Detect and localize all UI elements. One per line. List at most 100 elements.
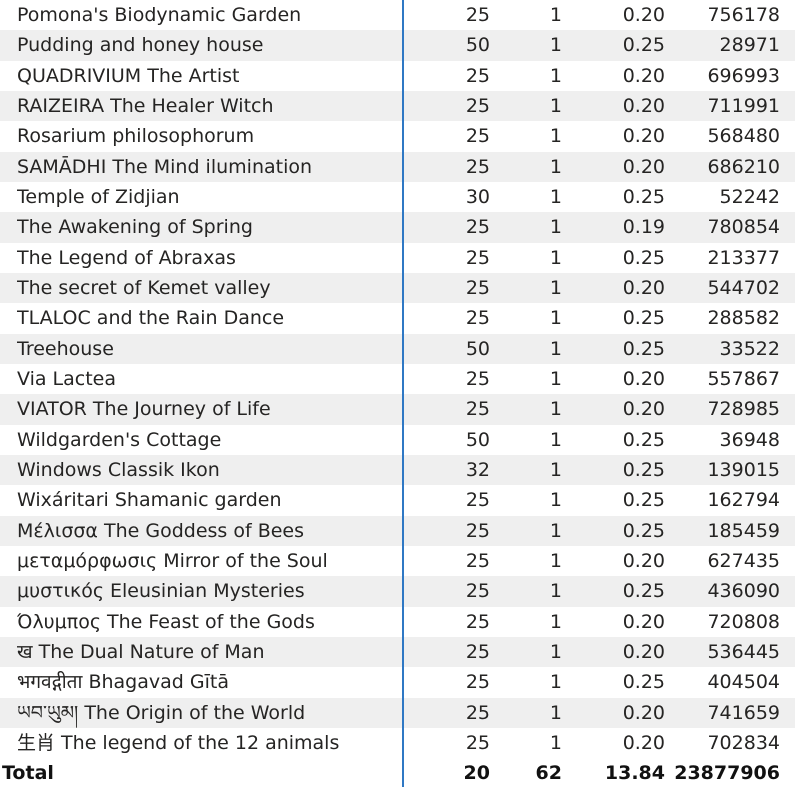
row-col-c-cell: 0.20: [622, 731, 665, 754]
row-col-b-cell: 1: [549, 246, 562, 269]
row-col-b-cell: 1: [549, 489, 562, 512]
table-row[interactable]: Wildgarden's Cottage 50 1 0.25 36948: [0, 425, 795, 455]
table-row[interactable]: μεταμόρφωσις Mirror of the Soul 25 1 0.20 62…: [0, 546, 795, 576]
table-row[interactable]: VIATOR The Journey of Life 25 1 0.20 728985: [0, 394, 795, 425]
row-col-a-cell: 25: [465, 731, 490, 754]
row-col-a-cell: 25: [465, 246, 490, 269]
table-row[interactable]: Temple of Zidjian 30 1 0.25 52242: [0, 182, 795, 212]
row-col-a-cell: 25: [465, 216, 490, 239]
table-row[interactable]: RAIZEIRA The Healer Witch 25 1 0.20 711991: [0, 90, 795, 122]
total-label: Total: [2, 762, 54, 784]
row-name-cell: QUADRIVIUM The Artist: [17, 64, 240, 87]
table-row[interactable]: ख The Dual Nature of Man 25 1 0.20 536445: [0, 636, 795, 668]
row-col-d-cell: 185459: [707, 519, 780, 542]
row-col-b-cell: 1: [549, 185, 562, 208]
row-name-cell: SAMĀDHI The Mind ilumination: [17, 155, 313, 178]
table-row[interactable]: Wixáritari Shamanic garden 25 1 0.25 162794: [0, 485, 795, 515]
table-row[interactable]: 生肖 The legend of the 12 animals 25 1 0.20 70…: [0, 728, 795, 758]
table-row[interactable]: The Awakening of Spring 25 1 0.19 780854: [0, 212, 795, 243]
row-col-b-cell: 1: [549, 640, 562, 663]
row-name-cell: Μέλισσα The Goddess of Bees: [17, 519, 305, 542]
row-col-b-cell: 1: [549, 307, 562, 330]
row-col-d-cell: 686210: [707, 155, 780, 178]
row-col-a-cell: 25: [465, 4, 490, 26]
row-col-c-cell: 0.20: [622, 4, 665, 26]
row-col-b-cell: 1: [549, 216, 562, 239]
row-col-c-cell: 0.20: [622, 64, 665, 87]
total-col-c: 13.84: [604, 762, 665, 784]
row-col-b-cell: 1: [549, 276, 562, 299]
row-col-a-cell: 25: [465, 307, 490, 330]
row-col-b-cell: 1: [549, 4, 562, 26]
table-row[interactable]: The secret of Kemet valley 25 1 0.20 544702: [0, 272, 795, 304]
row-col-d-cell: 728985: [707, 398, 780, 421]
row-col-d-cell: 711991: [707, 94, 780, 117]
table-row[interactable]: Pudding and honey house 50 1 0.25 28971: [0, 30, 795, 61]
row-col-d-cell: 404504: [707, 671, 780, 694]
data-table: Pomona's Biodynamic Garden 25 1 0.20 756178 P…: [0, 0, 795, 758]
table-row[interactable]: Windows Classik Ikon 32 1 0.25 139015: [0, 454, 795, 486]
row-col-d-cell: 627435: [707, 549, 780, 572]
row-col-c-cell: 0.20: [622, 398, 665, 421]
table-row[interactable]: μυστικός Eleusinian Mysteries 25 1 0.25 4360…: [0, 576, 795, 607]
row-col-d-cell: 36948: [719, 428, 780, 451]
row-col-c-cell: 0.25: [622, 307, 665, 330]
table-row[interactable]: Μέλισσα The Goddess of Bees 25 1 0.25 185459: [0, 515, 795, 546]
table-row[interactable]: Rosarium philosophorum 25 1 0.20 568480: [0, 121, 795, 151]
row-col-c-cell: 0.25: [622, 489, 665, 512]
table-row[interactable]: QUADRIVIUM The Artist 25 1 0.20 696993: [0, 61, 795, 91]
row-col-d-cell: 741659: [707, 701, 780, 724]
table-row[interactable]: SAMĀDHI The Mind ilumination 25 1 0.20 68621…: [0, 151, 795, 182]
row-col-b-cell: 1: [549, 64, 562, 87]
table-row[interactable]: भगवद्गीता Bhagavad Gītā 25 1 0.25 404504: [0, 667, 795, 697]
row-col-c-cell: 0.20: [622, 276, 665, 299]
row-col-d-cell: 568480: [707, 125, 780, 148]
row-name-cell: Wildgarden's Cottage: [17, 428, 222, 451]
row-col-b-cell: 1: [549, 580, 562, 603]
row-col-b-cell: 1: [549, 367, 562, 390]
row-col-b-cell: 1: [549, 519, 562, 542]
row-col-c-cell: 0.20: [622, 549, 665, 572]
row-name-cell: Treehouse: [17, 337, 114, 360]
row-col-c-cell: 0.20: [622, 610, 665, 633]
row-col-b-cell: 1: [549, 731, 562, 754]
row-col-b-cell: 1: [549, 34, 562, 57]
row-col-a-cell: 30: [465, 185, 490, 208]
row-col-c-cell: 0.25: [622, 671, 665, 694]
row-col-b-cell: 1: [549, 428, 562, 451]
row-col-a-cell: 25: [465, 640, 490, 663]
row-col-b-cell: 1: [549, 610, 562, 633]
table-row[interactable]: Όλυμπος The Feast of the Gods 25 1 0.20 7208…: [0, 607, 795, 637]
table-row[interactable]: Via Lactea 25 1 0.20 557867: [0, 364, 795, 394]
row-col-c-cell: 0.25: [622, 428, 665, 451]
row-col-d-cell: 720808: [707, 610, 780, 633]
row-col-c-cell: 0.20: [622, 367, 665, 390]
row-col-d-cell: 780854: [707, 216, 780, 239]
row-name-cell: Pomona's Biodynamic Garden: [17, 4, 302, 26]
row-col-c-cell: 0.20: [622, 640, 665, 663]
table-body: Pomona's Biodynamic Garden 25 1 0.20 756178 P…: [0, 0, 795, 758]
total-col-b: 62: [535, 762, 562, 784]
row-col-c-cell: 0.25: [622, 337, 665, 360]
row-col-c-cell: 0.20: [622, 701, 665, 724]
row-col-d-cell: 536445: [707, 640, 780, 663]
row-col-a-cell: 50: [465, 34, 490, 57]
row-col-a-cell: 25: [465, 489, 490, 512]
table-row[interactable]: Pomona's Biodynamic Garden 25 1 0.20 756178: [0, 0, 795, 30]
row-col-a-cell: 25: [465, 94, 490, 117]
table-row[interactable]: Treehouse 50 1 0.25 33522: [0, 333, 795, 364]
row-name-cell: Pudding and honey house: [17, 34, 264, 57]
table-row[interactable]: TLALOC and the Rain Dance 25 1 0.25 288582: [0, 303, 795, 333]
row-name-cell: 生肖 The legend of the 12 animals: [17, 731, 340, 754]
column-divider[interactable]: [402, 0, 404, 787]
row-col-a-cell: 25: [465, 125, 490, 148]
row-col-d-cell: 696993: [707, 64, 780, 87]
row-name-cell: भगवद्गीता Bhagavad Gītā: [17, 671, 229, 694]
row-col-c-cell: 0.20: [622, 155, 665, 178]
table-row[interactable]: The Legend of Abraxas 25 1 0.25 213377: [0, 243, 795, 273]
row-col-d-cell: 436090: [707, 580, 780, 603]
row-col-b-cell: 1: [549, 155, 562, 178]
row-col-a-cell: 25: [465, 155, 490, 178]
row-col-d-cell: 544702: [707, 276, 780, 299]
table-row[interactable]: ཡབ་ཡུམ། The Origin of the World 25 1 0.20 74…: [0, 697, 795, 728]
